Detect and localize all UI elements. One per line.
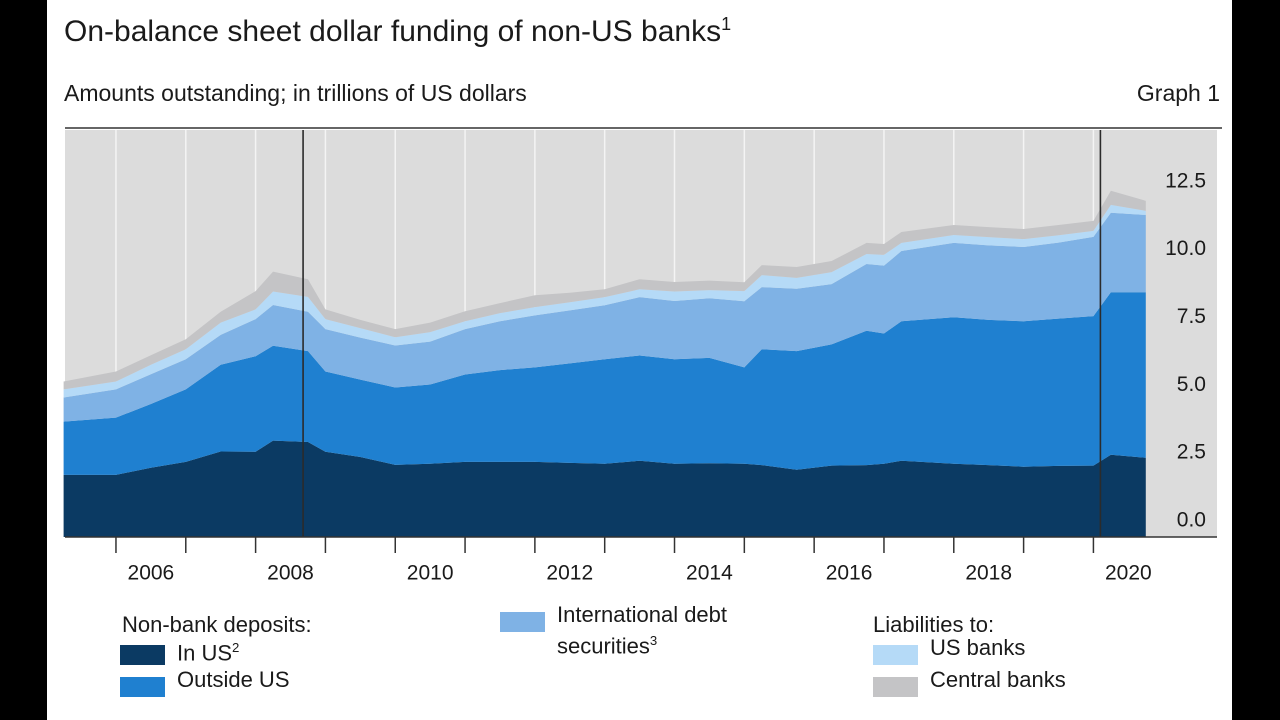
x-tick-label: 2020 — [1105, 562, 1152, 585]
title-text: On-balance sheet dollar funding of non-U… — [64, 15, 722, 48]
y-tick-label: 10.0 — [1165, 237, 1206, 260]
area — [63, 204, 1146, 398]
x-tick-label: 2006 — [128, 562, 175, 585]
legend-swatch — [120, 677, 165, 697]
legend-header: Liabilities to: — [873, 612, 995, 637]
y-tick-label: 0.0 — [1177, 509, 1206, 532]
subtitle: Amounts outstanding; in trillions of US … — [64, 80, 527, 106]
legend-label: In US2 — [177, 635, 239, 666]
area — [63, 190, 1146, 390]
legend-name: Central banks — [930, 667, 1066, 692]
x-tick-label: 2010 — [407, 562, 454, 585]
y-tick-label: 2.5 — [1177, 441, 1206, 464]
x-tick-label: 2016 — [826, 562, 873, 585]
y-tick-label: 12.5 — [1165, 169, 1206, 192]
title-note: 1 — [721, 14, 732, 34]
legend-swatch — [500, 612, 545, 632]
legend-swatch — [873, 677, 918, 697]
area — [63, 292, 1146, 475]
y-tick-label: 7.5 — [1177, 305, 1206, 328]
legend-label: Outside US — [177, 667, 290, 693]
graph-label: Graph 1 — [1136, 80, 1220, 106]
legend-label: International debt securities3 — [557, 602, 737, 659]
legend-name: Outside US — [177, 667, 290, 692]
legend-name: In US — [177, 640, 233, 666]
legend-header: Non-bank deposits: — [122, 612, 312, 637]
legend-note: 2 — [232, 640, 240, 655]
legend-note: 3 — [649, 633, 658, 648]
legend-name: International debt securities — [557, 602, 728, 659]
legend-name: US banks — [930, 635, 1026, 660]
area — [63, 440, 1146, 537]
x-tick-label: 2014 — [686, 562, 733, 585]
legend-swatch — [120, 645, 165, 665]
legend-swatch — [873, 645, 918, 665]
x-tick-label: 2012 — [546, 562, 593, 585]
legend-label: US banks — [930, 635, 1025, 661]
x-tick-label: 2018 — [965, 562, 1012, 585]
title: On-balance sheet dollar funding of non-U… — [64, 14, 731, 49]
area — [63, 212, 1146, 422]
legend-label: Central banks — [930, 667, 1066, 693]
x-tick-label: 2008 — [267, 562, 314, 585]
y-tick-label: 5.0 — [1177, 373, 1206, 396]
